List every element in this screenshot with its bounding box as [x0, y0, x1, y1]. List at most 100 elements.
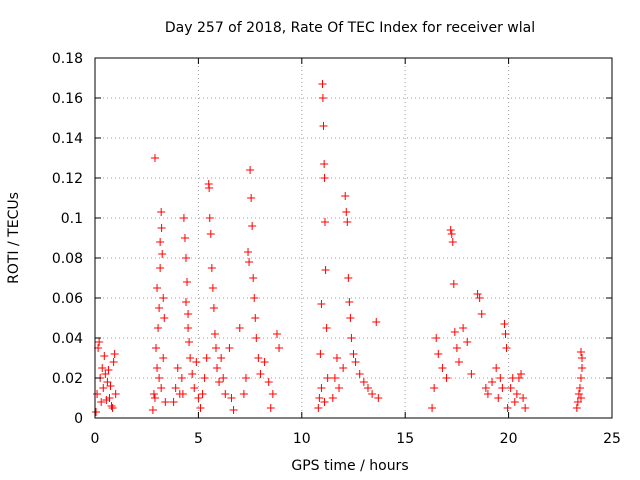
data-point	[110, 350, 119, 358]
y-tick-label: 0.1	[61, 211, 83, 227]
data-point	[225, 344, 234, 352]
data-point	[217, 354, 226, 362]
data-point	[430, 384, 439, 392]
data-point	[227, 394, 236, 402]
data-point	[150, 154, 159, 162]
data-point	[320, 174, 329, 182]
data-point	[481, 384, 490, 392]
data-point	[247, 194, 256, 202]
x-axis-label: GPS time / hours	[291, 458, 408, 474]
y-tick-label: 0	[74, 411, 83, 427]
data-point	[514, 374, 523, 382]
data-point	[494, 394, 503, 402]
data-point	[245, 258, 254, 266]
data-point	[256, 370, 265, 378]
x-tick-label: 25	[603, 431, 621, 447]
data-point	[343, 218, 352, 226]
data-point	[192, 358, 201, 366]
data-point	[221, 390, 230, 398]
data-point	[198, 390, 207, 398]
data-point	[241, 374, 250, 382]
y-tick-label: 0.18	[52, 51, 83, 67]
data-point	[111, 390, 120, 398]
data-point	[428, 404, 437, 412]
y-tick-label: 0.04	[52, 331, 83, 347]
data-point	[210, 330, 219, 338]
data-point	[181, 298, 190, 306]
data-point	[339, 364, 348, 372]
data-point	[328, 394, 337, 402]
data-point	[97, 398, 106, 406]
y-tick-label: 0.06	[52, 291, 83, 307]
data-point	[512, 390, 521, 398]
data-point	[452, 344, 461, 352]
data-point	[467, 370, 476, 378]
data-point	[98, 364, 107, 372]
data-point	[215, 378, 224, 386]
data-point	[346, 314, 355, 322]
data-point	[108, 404, 117, 412]
axis-ticks: 0 0.02 0.04 0.06 0.08 0.1 0.12 0.14 0.16 0.18 0 5 10…	[52, 51, 621, 447]
data-point	[319, 122, 328, 130]
data-point	[254, 354, 263, 362]
data-point	[205, 184, 214, 192]
data-point	[572, 404, 581, 412]
data-point	[320, 218, 329, 226]
data-point	[521, 404, 530, 412]
data-point	[359, 378, 368, 386]
data-point	[347, 334, 356, 342]
data-points	[92, 80, 587, 416]
data-point	[442, 374, 451, 382]
data-point	[158, 250, 167, 258]
data-point	[448, 238, 457, 246]
data-point	[92, 408, 101, 416]
data-point	[169, 398, 178, 406]
data-point	[235, 324, 244, 332]
data-point	[251, 314, 260, 322]
data-point	[317, 300, 326, 308]
data-point	[156, 238, 165, 246]
data-point	[177, 374, 186, 382]
data-point	[157, 384, 166, 392]
data-point	[320, 398, 329, 406]
data-point	[102, 396, 111, 404]
data-point	[178, 390, 187, 398]
data-point	[321, 266, 330, 274]
data-point	[219, 374, 228, 382]
data-point	[181, 254, 190, 262]
data-point	[246, 166, 255, 174]
data-point	[171, 384, 180, 392]
data-point	[248, 222, 257, 230]
data-point	[506, 384, 515, 392]
data-point	[351, 358, 360, 366]
x-tick-label: 10	[293, 431, 311, 447]
data-point	[315, 394, 324, 402]
y-axis-label: ROTI / TECUs	[6, 192, 22, 284]
data-point	[99, 384, 108, 392]
data-point	[161, 398, 170, 406]
data-point	[272, 330, 281, 338]
data-point	[264, 378, 273, 386]
data-point	[578, 354, 587, 362]
data-point	[519, 394, 528, 402]
data-point	[159, 294, 168, 302]
data-point	[501, 330, 510, 338]
data-point	[502, 344, 511, 352]
data-point	[252, 334, 261, 342]
data-point	[239, 390, 248, 398]
data-point	[107, 402, 116, 410]
data-point	[207, 264, 216, 272]
data-point	[368, 390, 377, 398]
x-tick-label: 0	[91, 431, 100, 447]
data-point	[434, 350, 443, 358]
data-point	[186, 354, 195, 362]
data-point	[575, 384, 584, 392]
data-point	[496, 374, 505, 382]
data-point	[576, 394, 585, 402]
data-point	[93, 390, 102, 398]
data-point	[173, 364, 182, 372]
data-point	[100, 352, 109, 360]
data-point	[154, 324, 163, 332]
data-point	[157, 224, 166, 232]
